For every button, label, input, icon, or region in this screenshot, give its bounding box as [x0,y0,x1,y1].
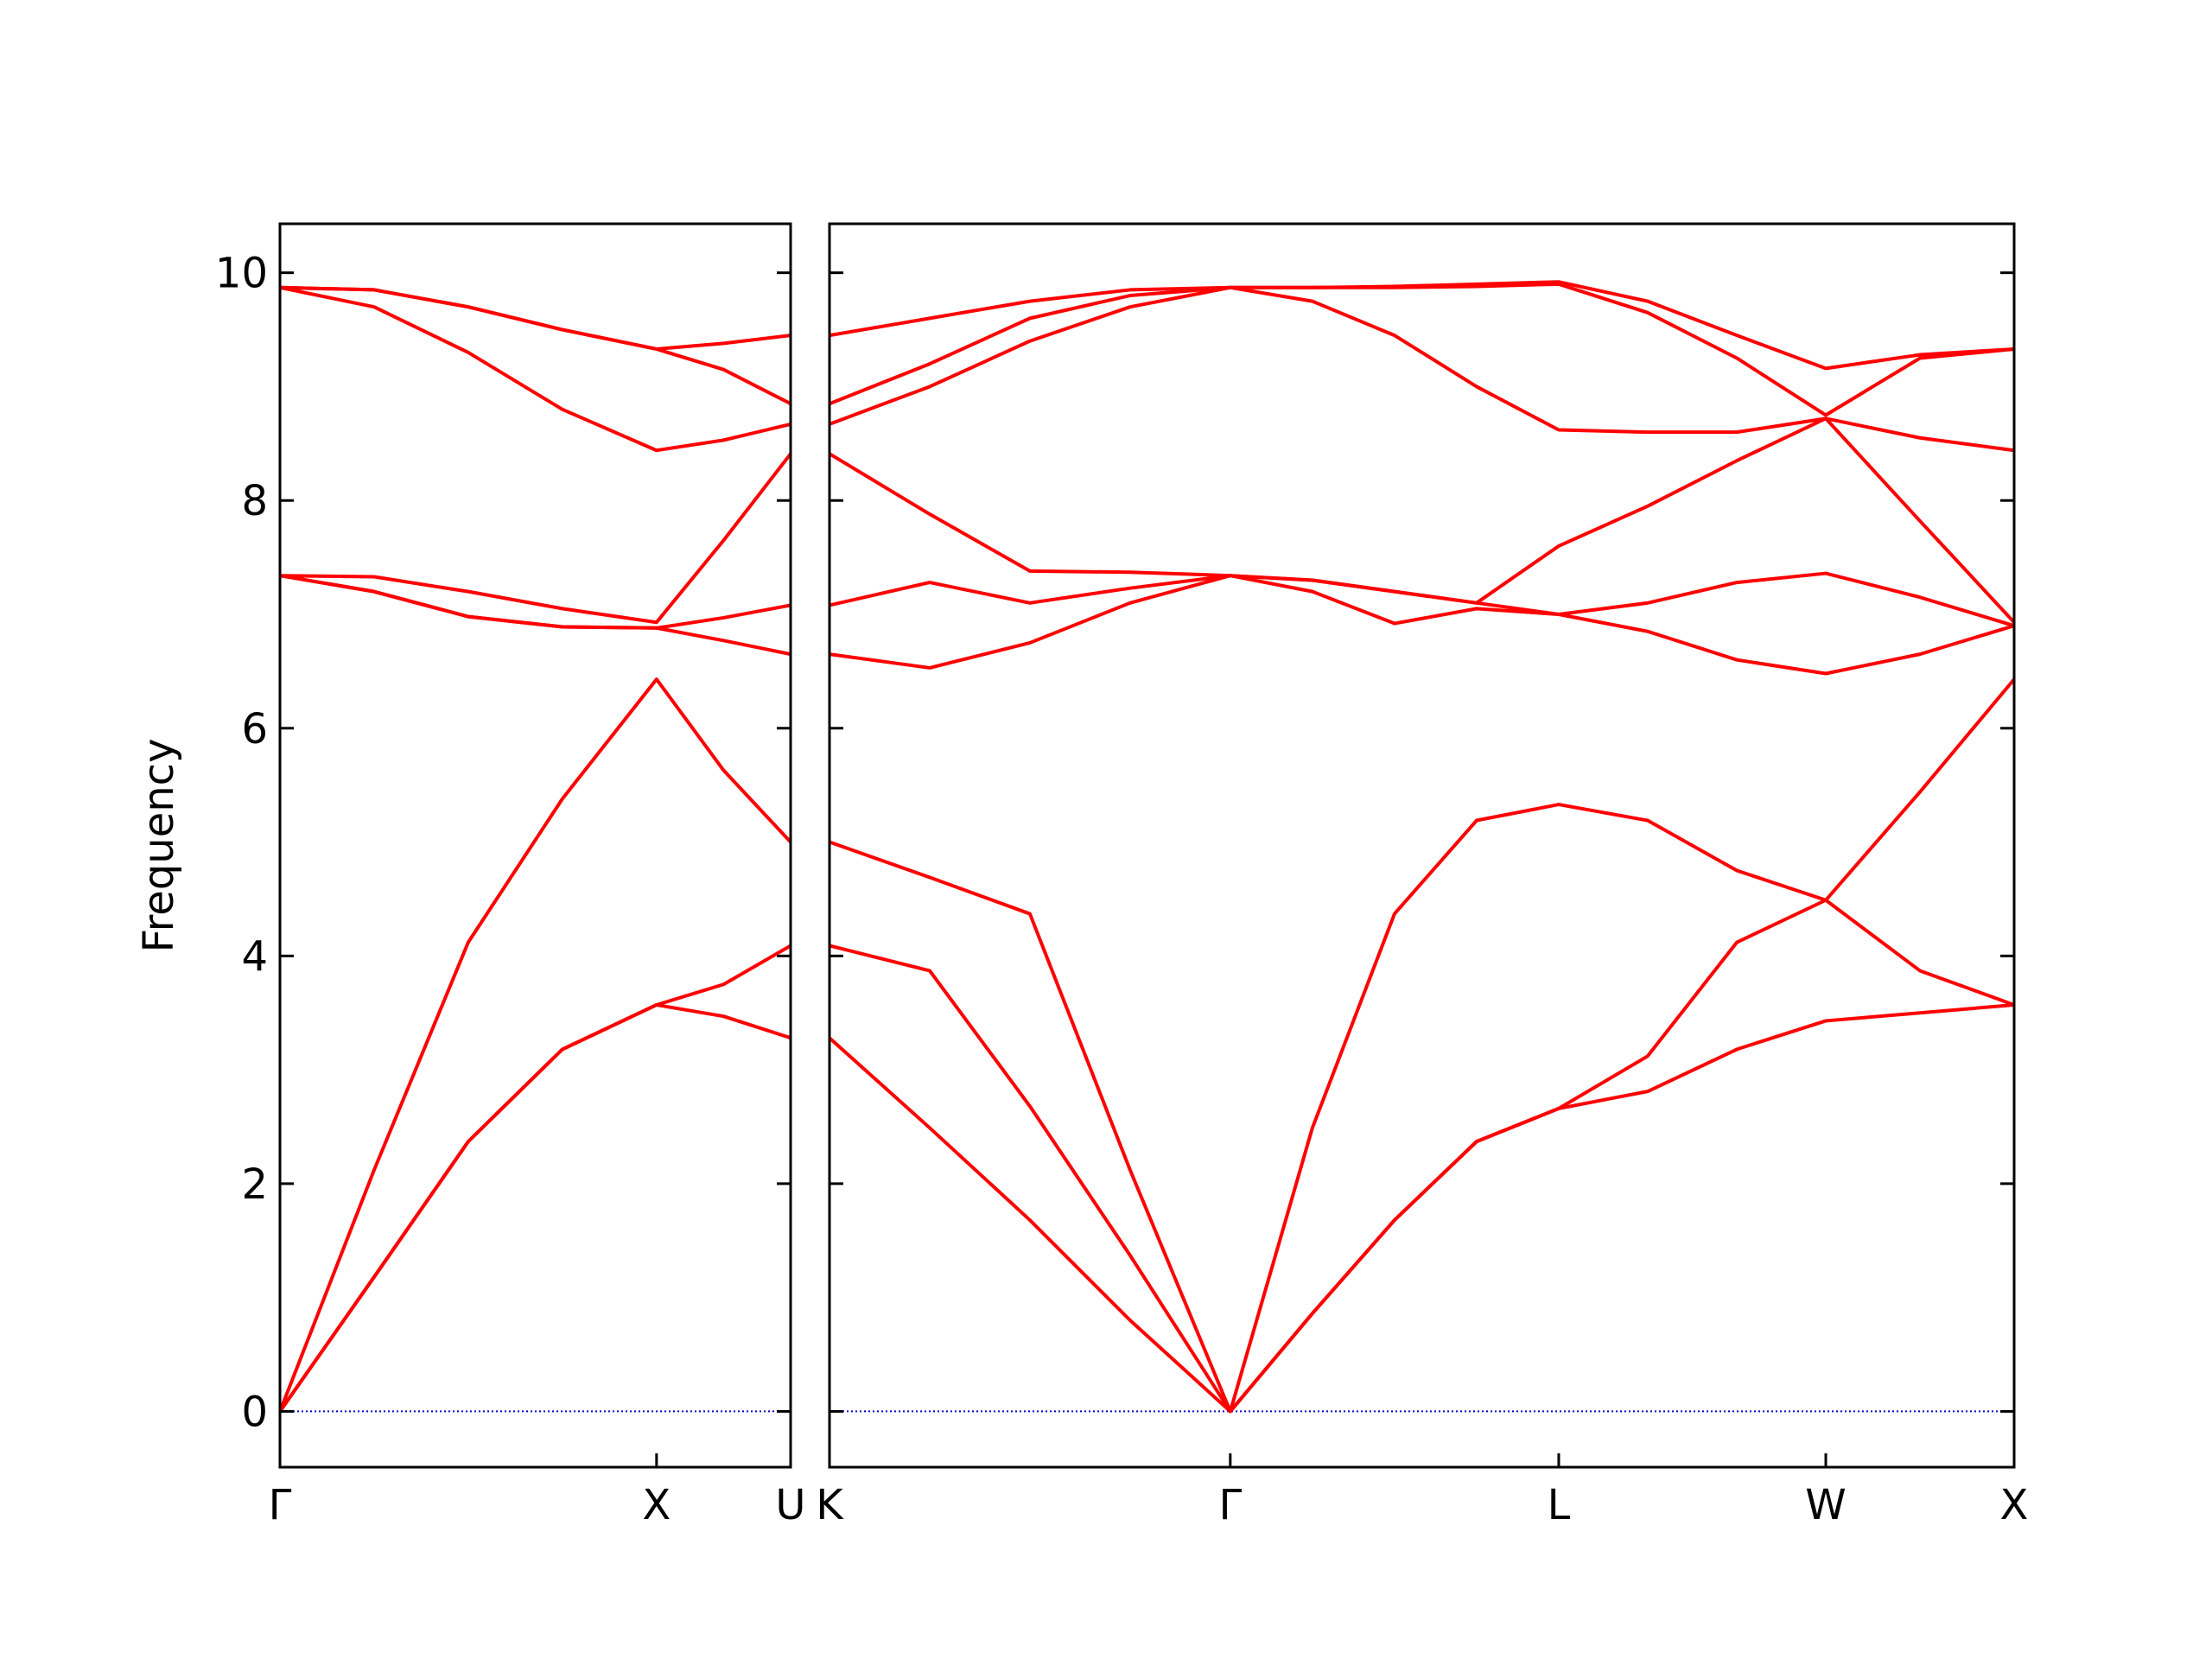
band-line [829,574,2015,676]
band-line [278,677,792,1413]
x-tick-label: U [775,1481,805,1529]
x-tick-label: Γ [269,1481,292,1529]
y-axis-label: Frequency [135,739,183,953]
band-line [828,416,2016,624]
y-tick-label: 0 [241,1388,268,1436]
plot-frame [278,222,792,1469]
y-tick-label: 8 [241,477,268,525]
band-line [829,898,2015,1414]
x-tick-label: X [2000,1481,2029,1529]
band-line [829,677,2016,1414]
x-tick-label: L [1548,1481,1571,1529]
band-line [829,280,2015,371]
x-tick-label: Γ [1218,1481,1242,1529]
plot-frame [828,222,2016,1469]
band-line [829,285,2015,453]
y-tick-label: 4 [241,932,268,981]
band-line [278,1002,791,1413]
y-tick-label: 2 [241,1160,268,1209]
y-tick-label: 10 [215,250,268,298]
x-tick-label: X [642,1481,671,1529]
x-tick-label: K [816,1481,844,1529]
band-line [279,452,792,625]
x-tick-label: W [1805,1481,1846,1529]
band-line [278,944,792,1413]
band-line [828,1002,2015,1414]
band-line [279,574,791,630]
band-line [279,285,791,351]
y-tick-label: 6 [241,705,268,753]
band-line [279,285,791,453]
